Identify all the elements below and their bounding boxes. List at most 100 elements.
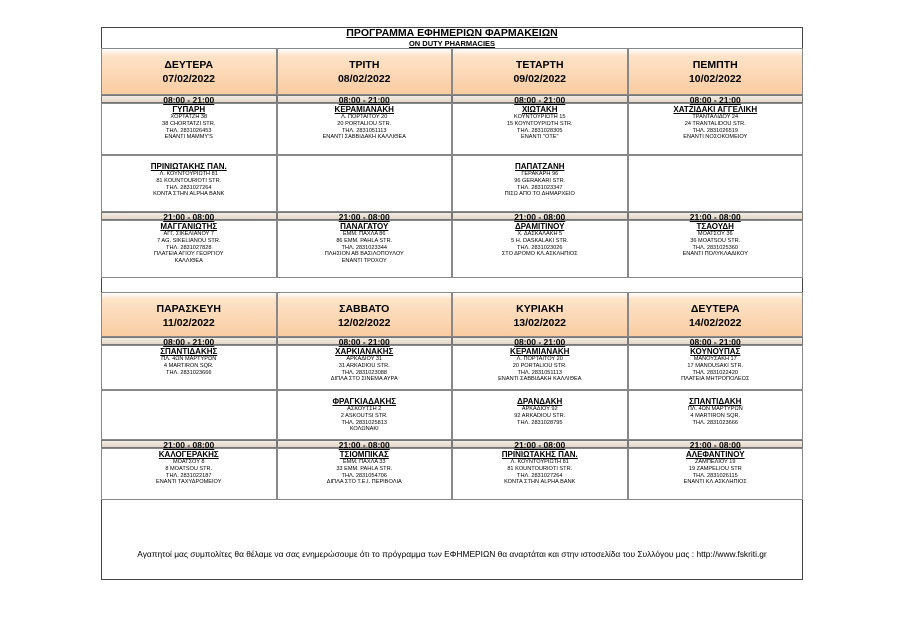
pharmacy-line: 96 GERAKARI STR. xyxy=(514,177,566,184)
pharmacy-line: ΤΗΛ. 2831026115 xyxy=(692,472,738,479)
pharmacy-line: 81 KOUNTOURIOTI STR. xyxy=(156,177,222,184)
day-cell: ΣΠΑΝΤΙΔΑΚΗ ΠΛ. 4ΩΝ ΜΑΡΤΥΡΩΝ 4 MARTIRON SQR… xyxy=(627,390,803,440)
pharmacy-name: ΧΙΩΤΑΚΗ xyxy=(521,105,558,114)
day-name: ΤΕΤΑΡΤΗ xyxy=(515,59,564,71)
pharmacy-line: ΔΙΠΛΑ ΣΤΟ Τ.Ε.Ι. ΠΕΡΙΒΟΛΙΑ xyxy=(326,479,402,486)
day-cell: ΔΡΑΝΔΑΚΗ ΑΡΚΑΔΙΟΥ 92 92 ARKADIOU STR. ΤΗΛ. … xyxy=(452,390,628,440)
pharmacy-line: 17 MANOUSAKI STR. xyxy=(687,362,744,369)
day-header: ΤΕΤΑΡΤΗ 09/02/2022 xyxy=(452,48,628,95)
pharmacy: ΠΑΝΑΓΑΤΟΥ ΕΜΜ. ΠΑΧΛΑ 86 86 EMM. PAHLA STR.… xyxy=(278,222,452,265)
day-date: 13/02/2022 xyxy=(513,317,567,329)
night-cell: ΑΛΕΦΑΝΤΙΝΟΥ ΖΑΜΠΕΛΙΟΥ 19 19 ZAMPELIOU STR Τ… xyxy=(627,448,803,500)
pharmacy-name: ΣΠΑΝΤΙΔΑΚΗ xyxy=(689,397,742,406)
pharmacy-line: 8 MOATSOU STR. xyxy=(165,465,213,472)
pharmacy: ΚΟΥΝΟΥΠΑΣ ΜΑΝΟΥΣΑΚΗ 17 17 MANOUSAKI STR. ΤΗ… xyxy=(629,347,803,383)
pharmacy-line: ΤΗΛ. 2831023344 xyxy=(341,244,387,251)
day-header: ΠΕΜΠΤΗ 10/02/2022 xyxy=(627,48,803,95)
day-date: 14/02/2022 xyxy=(688,317,742,329)
day-name: ΔΕΥΤΕΡΑ xyxy=(690,303,740,315)
pharmacy-line: 2 ASKOUTSI STR. xyxy=(340,412,388,419)
pharmacy-line: ΤΗΛ. 2831022187 xyxy=(166,472,212,479)
day-cell xyxy=(627,155,803,212)
pharmacy-line: ΑΡΚΑΔΙΟΥ 92 xyxy=(521,406,558,412)
pharmacy: ΠΡΙΝΙΩΤΑΚΗΣ ΠΑΝ. Λ. ΚΟΥΝΤΟΥΡΙΩΤΗ 81 81 KOU… xyxy=(453,450,627,486)
pharmacy-line: ΠΛΑΤΕΙΑ ΜΗΤΡΟΠΟΛΕΩΣ xyxy=(681,376,750,383)
pharmacy-line: ΑΡΚΑΔΙΟΥ 31 xyxy=(346,356,383,362)
pharmacy-line: ΑΓΓ. ΣΙΚΕΛΙΑΝΟΥ 7 xyxy=(163,231,214,237)
pharmacy-name: ΚΕΡΑΜΙΑΝΑΚΗ xyxy=(510,347,570,356)
day-date: 08/02/2022 xyxy=(337,73,391,85)
pharmacy-name: ΚΑΛΟΓΕΡΑΚΗΣ xyxy=(158,450,219,459)
pharmacy-line: ΤΗΛ. 2831023026 xyxy=(517,244,563,251)
pharmacy-line: ΤΗΛ. 2831026519 xyxy=(692,127,738,134)
pharmacy-line: ΤΗΛ. 2831023088 xyxy=(341,369,387,376)
pharmacy: ΑΛΕΦΑΝΤΙΝΟΥ ΖΑΜΠΕΛΙΟΥ 19 19 ZAMPELIOU STR Τ… xyxy=(629,450,803,486)
pharmacy-line: ΕΝΑΝΤΙ ΣΑΒΒΙΔΑΚΗ ΚΑΛΛΙΘΕΑ xyxy=(498,376,582,383)
footer: Αγαπητοί μας συμπολίτες θα θέλαμε να σας… xyxy=(137,549,767,559)
day-date: 07/02/2022 xyxy=(162,73,216,85)
pharmacy-name: ΠΡΙΝΙΩΤΑΚΗΣ ΠΑΝ. xyxy=(150,162,227,171)
pharmacy-line: 15 ΚΟΥΝΤΟΥΡΙΩΤΗ STR. xyxy=(506,120,573,127)
pharmacy-line: ΕΝΑΝΤΙ ΤΡΟΧΟΥ xyxy=(341,258,387,265)
pharmacy: ΚΕΡΑΜΙΑΝΑΚΗ Λ. ΠΟΡΤΑΙΤΟΥ 20 20 PORTALIOU S… xyxy=(278,105,452,141)
pharmacy: ΧΑΤΖΙΔΑΚΙ ΑΓΓΕΛΙΚΗ ΤΡΑΝΤΑΛΙΔΟΥ 24 24 TRANT… xyxy=(629,105,803,141)
pharmacy-line: 20 PORTALIOU STR. xyxy=(337,120,392,127)
day-cell: ΧΑΤΖΙΔΑΚΙ ΑΓΓΕΛΙΚΗ ΤΡΑΝΤΑΛΙΔΟΥ 24 24 TRANT… xyxy=(627,103,803,155)
pharmacy-line: ΕΝΑΝΤΙ ΤΑΧΥΔΡΟΜΕΙΟΥ xyxy=(156,479,222,486)
day-name: ΔΕΥΤΕΡΑ xyxy=(164,59,214,71)
pharmacy-line: ΣΤΟ ΔΡΟΜΟ ΚΛ.ΑΣΚΛΗΠΙΟΣ xyxy=(501,251,578,258)
pharmacy: ΠΡΙΝΙΩΤΑΚΗΣ ΠΑΝ. Λ. ΚΟΥΝΤΟΥΡΙΩΤΗ 81 81 KOU… xyxy=(102,162,276,198)
pharmacy-line: ΜΟΑΤΣΟΥ 36 xyxy=(697,231,733,237)
pharmacy-line: ΤΗΛ. 2831025813 xyxy=(341,419,387,426)
pharmacy-line: ΓΕΡΑΚΑΡΗ 96 xyxy=(521,171,559,177)
pharmacy-name: ΠΑΝΑΓΑΤΟΥ xyxy=(340,222,389,231)
day-cell xyxy=(276,155,452,212)
pharmacy-line: Λ. ΚΟΥΝΤΟΥΡΙΩΤΗ 81 xyxy=(510,459,569,465)
day-name: ΚΥΡΙΑΚΗ xyxy=(516,303,564,315)
pharmacy-line: ΔΙΠΛΑ ΣΤΟ ΣΙΝΕΜΑ ΑΥΡΑ xyxy=(330,376,398,383)
time-bar: 21:00 - 08:00 xyxy=(101,212,277,221)
pharmacy-line: 20 PORTALIOU STR. xyxy=(512,362,567,369)
pharmacy-line: ΤΗΛ. 2831054706 xyxy=(341,472,387,479)
pharmacy-name: ΠΑΠΑΤΖΑΝΗ xyxy=(514,162,565,171)
pharmacy-line: ΧΟΡΤΑΤΖΗ 38 xyxy=(170,114,208,120)
pharmacy-line: 86 EMM. PAHLA STR. xyxy=(336,237,393,244)
night-cell: ΠΑΝΑΓΑΤΟΥ ΕΜΜ. ΠΑΧΛΑ 86 86 EMM. PAHLA STR.… xyxy=(276,220,452,278)
pharmacy-line: ΜΟΑΤΣΟΥ 8 xyxy=(172,459,205,465)
pharmacy-line: ΚΟΝΤΑ ΣΤΗΝ ALPHA BANK xyxy=(504,479,576,486)
pharmacy: ΧΙΩΤΑΚΗ ΚΟΥΝΤΟΥΡΙΩΤΗ 15 15 ΚΟΥΝΤΟΥΡΙΩΤΗ ST… xyxy=(453,105,627,141)
time-bar: 21:00 - 08:00 xyxy=(452,440,628,449)
pharmacy-line: 7 AG. SIKELIANOU STR. xyxy=(157,237,221,244)
pharmacy: ΤΣΙΟΜΠΙΚΑΣ ΕΜΜ. ΠΑΧΛΑ 33 33 EMM. PAHLA STR… xyxy=(278,450,452,486)
pharmacy-line: ΜΑΝΟΥΣΑΚΗ 17 xyxy=(693,356,737,362)
pharmacy-line: ΤΗΛ. 2831023347 xyxy=(517,184,563,191)
day-cell xyxy=(101,390,277,440)
pharmacy-line: ΕΝΑΝΤΙ ΝΟΣΟΚΟΜΕΙΟΥ xyxy=(683,134,748,141)
pharmacy-line: 38 CHORTATZI STR. xyxy=(162,120,216,127)
pharmacy-line: 4 MARTIRON SQR. xyxy=(163,362,214,369)
time-bar: 08:00 - 21:00 xyxy=(276,337,452,346)
time-bar: 21:00 - 08:00 xyxy=(627,440,803,449)
pharmacy-line: ΤΗΛ. 2831027264 xyxy=(517,472,563,479)
time-bar: 08:00 - 21:00 xyxy=(452,337,628,346)
time-bar: 08:00 - 21:00 xyxy=(101,95,277,104)
day-header: ΚΥΡΙΑΚΗ 13/02/2022 xyxy=(452,292,628,337)
pharmacy-line: 19 ZAMPELIOU STR xyxy=(688,465,742,472)
day-cell: ΧΑΡΚΙΑΝΑΚΗΣ ΑΡΚΑΔΙΟΥ 31 31 ARKADIOU STR. ΤΗ… xyxy=(276,345,452,390)
pharmacy-line: ΤΡΑΝΤΑΛΙΔΟΥ 24 xyxy=(692,114,739,120)
pharmacy-line: ΤΗΛ. 2831023666 xyxy=(166,369,212,376)
pharmacy-name: ΜΑΓΓΑΝΙΩΤΗΣ xyxy=(160,222,218,231)
pharmacy-line: 31 ARKADIOU STR. xyxy=(338,362,390,369)
time-bar: 21:00 - 08:00 xyxy=(276,212,452,221)
pharmacy-line: ΤΗΛ. 2831051113 xyxy=(517,369,563,376)
pharmacy-name: ΧΑΡΚΙΑΝΑΚΗΣ xyxy=(335,347,394,356)
pharmacy-line: 4 MARTIRON SQR. xyxy=(690,412,741,419)
pharmacy-line: 5 H. DASKALAKI STR. xyxy=(511,237,569,244)
pharmacy-line: 92 ARKADIOU STR. xyxy=(514,412,566,419)
pharmacy-line: ΑΣΚΟΥΤΣΗ 2 xyxy=(347,406,382,412)
day-date: 09/02/2022 xyxy=(513,73,567,85)
day-cell: ΚΕΡΑΜΙΑΝΑΚΗ Λ. ΠΟΡΤΑΙΤΟΥ 20 20 PORTALIOU S… xyxy=(452,345,628,390)
